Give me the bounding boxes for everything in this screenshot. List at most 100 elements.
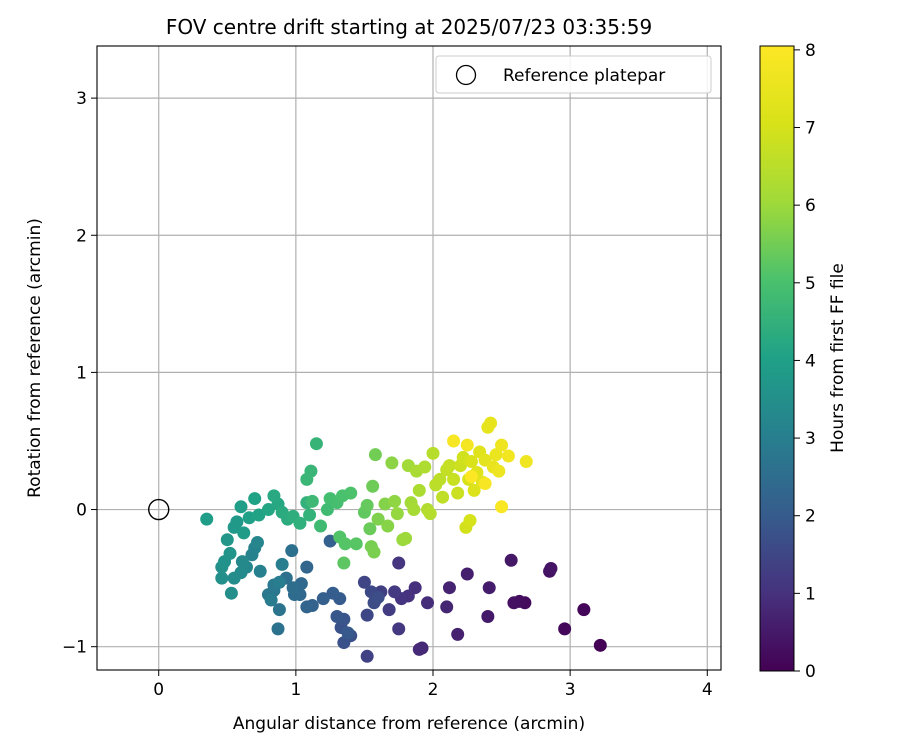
data-point [367, 545, 381, 559]
data-point [264, 593, 278, 607]
data-point [482, 581, 496, 595]
colorbar-tick-label: 3 [805, 429, 816, 449]
data-point [234, 500, 248, 514]
data-point [215, 571, 229, 585]
data-point [412, 483, 426, 497]
data-point [368, 448, 382, 462]
data-point [320, 503, 334, 517]
data-point [371, 590, 385, 604]
data-point [399, 531, 413, 545]
data-point [261, 503, 275, 517]
data-point [544, 562, 558, 576]
data-point [271, 622, 285, 636]
y-axis-label: Rotation from reference (arcmin) [25, 218, 45, 498]
data-point [392, 556, 406, 570]
data-point [252, 508, 266, 522]
data-point [338, 537, 352, 551]
data-point [478, 476, 492, 490]
y-tick-label: 3 [76, 89, 87, 109]
data-point [390, 507, 404, 521]
data-point [519, 455, 533, 469]
data-point [363, 522, 377, 536]
data-point [492, 464, 506, 478]
colorbar-tick-label: 8 [805, 41, 816, 61]
data-point [285, 544, 299, 558]
colorbar-tick-label: 1 [805, 584, 816, 604]
data-point [418, 460, 432, 474]
data-point [407, 503, 421, 517]
plot-frame [96, 45, 722, 671]
data-point [447, 472, 461, 486]
data-point [467, 483, 481, 497]
data-point [382, 603, 396, 617]
data-point [371, 512, 385, 526]
y-axis-ticks: −1 0 1 2 3 [62, 89, 97, 658]
data-point [451, 627, 465, 641]
data-point [392, 622, 406, 636]
data-point [220, 533, 234, 547]
colorbar-tick-label: 2 [805, 507, 816, 527]
data-point [235, 555, 249, 569]
data-point [223, 546, 237, 560]
data-point [577, 603, 591, 617]
data-point [330, 610, 344, 624]
data-point [237, 526, 251, 540]
data-point [316, 592, 330, 606]
grid-lines [97, 46, 721, 670]
data-point [230, 515, 244, 529]
data-point [224, 586, 238, 600]
legend-reference-marker [455, 64, 477, 86]
x-tick-label: 1 [290, 680, 301, 700]
data-point [463, 514, 477, 528]
x-axis-ticks: 0 1 2 3 4 [153, 670, 713, 700]
data-point [504, 553, 518, 567]
data-point [360, 498, 374, 512]
legend-box [435, 55, 712, 94]
data-point [507, 596, 521, 610]
data-point [421, 596, 435, 610]
data-point [360, 649, 374, 663]
data-point [464, 470, 478, 484]
data-point [481, 610, 495, 624]
chart-title: FOV centre drift starting at 2025/07/23 … [166, 15, 652, 39]
y-tick-label: −1 [62, 638, 87, 658]
y-tick-label: 2 [76, 226, 87, 246]
data-point [436, 490, 450, 504]
colorbar-tick-label: 6 [805, 196, 816, 216]
colorbar-tick-label: 4 [805, 351, 816, 371]
data-point [426, 446, 440, 460]
data-point [248, 492, 262, 506]
x-tick-label: 0 [153, 680, 164, 700]
data-point [442, 459, 456, 473]
data-point [495, 500, 509, 514]
x-tick-label: 4 [702, 680, 713, 700]
x-tick-label: 3 [565, 680, 576, 700]
data-point [293, 516, 307, 530]
data-point [495, 438, 509, 452]
x-axis-label: Angular distance from reference (arcmin) [233, 714, 585, 734]
reference-marker-layer [148, 498, 170, 521]
data-point [227, 571, 241, 585]
y-tick-label: 1 [76, 363, 87, 383]
data-point [388, 585, 402, 599]
data-point [489, 448, 503, 462]
data-point [381, 519, 395, 533]
data-point [305, 494, 319, 508]
data-point [300, 600, 314, 614]
colorbar: 0 1 2 3 4 5 6 7 8 Hours from first FF file [759, 41, 848, 682]
x-tick-label: 2 [428, 680, 439, 700]
data-point [460, 567, 474, 581]
colorbar-gradient [759, 45, 795, 672]
data-point [360, 608, 374, 622]
colorbar-tick-label: 5 [805, 274, 816, 294]
data-point [326, 586, 340, 600]
data-point [433, 472, 447, 486]
data-point [253, 564, 267, 578]
data-point [357, 575, 371, 589]
data-point [272, 575, 286, 589]
data-point [286, 581, 300, 595]
data-point [423, 507, 437, 521]
data-point [344, 486, 358, 500]
legend: Reference platepar [435, 55, 712, 94]
